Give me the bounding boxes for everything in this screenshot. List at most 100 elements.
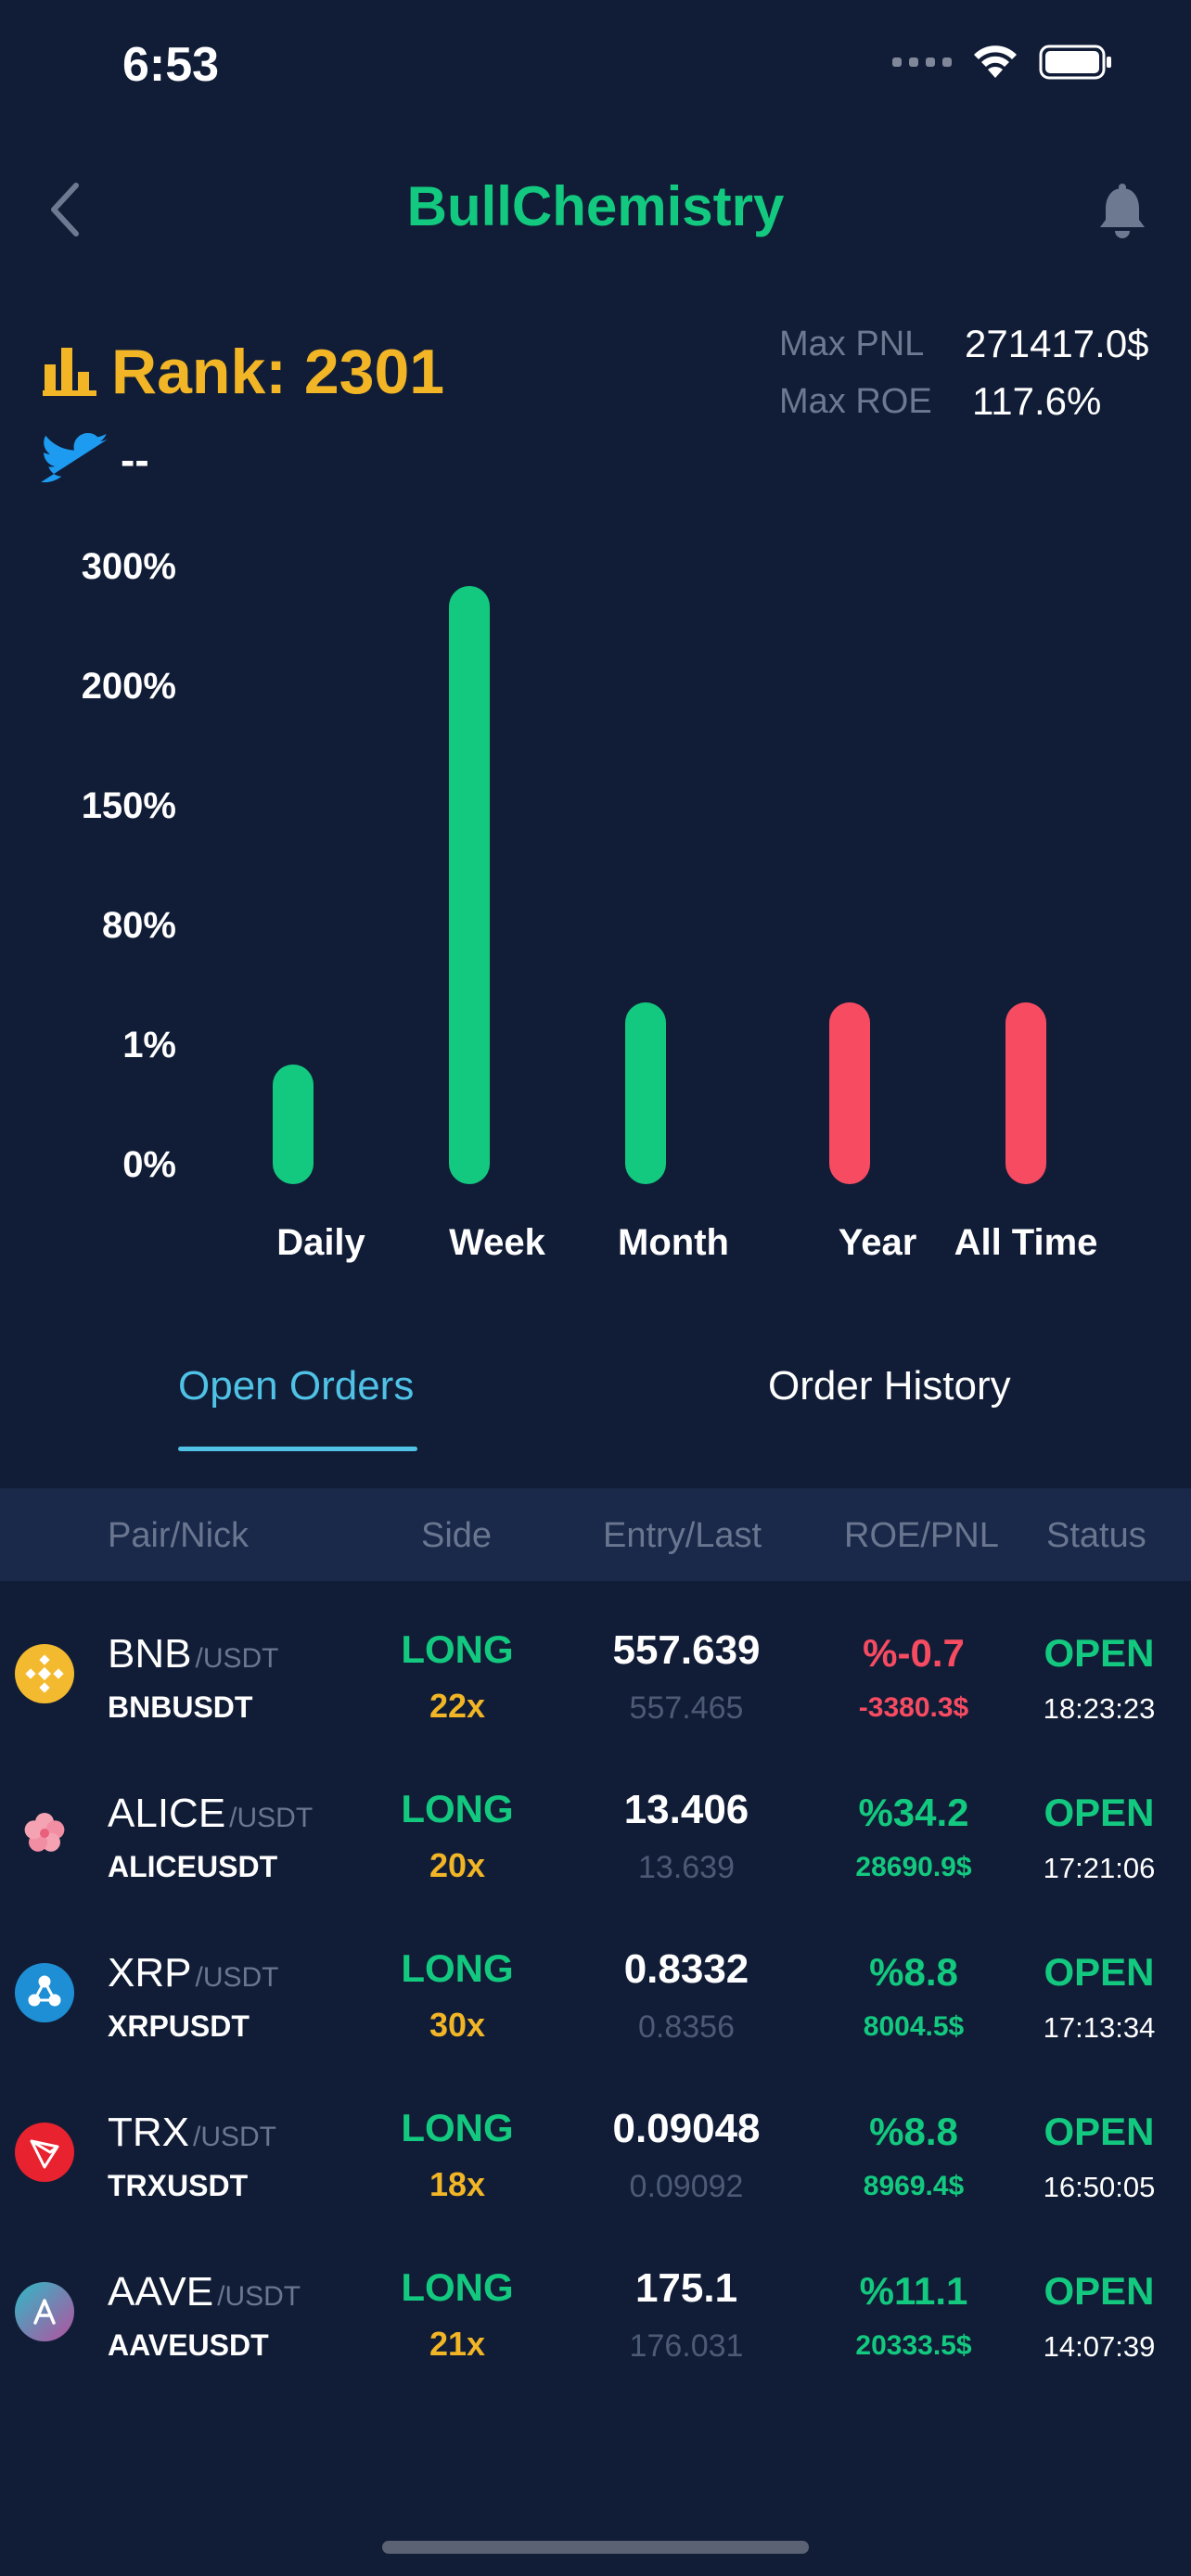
aave-coin-icon — [15, 2282, 74, 2341]
x-tick-label: Daily — [276, 1222, 365, 1263]
nav-bar: BullChemistry — [0, 158, 1191, 260]
header-status: Status — [1046, 1516, 1146, 1555]
last-price: 13.639 — [638, 1850, 735, 1885]
twitter-row[interactable]: -- — [41, 432, 149, 488]
pair-label: XRP /USDT — [108, 1950, 278, 1996]
side-label: LONG — [401, 2265, 514, 2309]
pair-label: TRX /USDT — [108, 2110, 276, 2156]
pair-base: ALICE — [108, 1791, 226, 1836]
table-row[interactable]: AAVE /USDT AAVEUSDT LONG 21x 175.1 176.0… — [0, 2219, 1191, 2378]
max-pnl-value: 271417.0$ — [965, 322, 1149, 365]
chevron-left-icon — [51, 183, 79, 236]
last-price: 0.8356 — [638, 2009, 735, 2045]
leverage-label: 20x — [429, 1846, 486, 1884]
pair-base: BNB — [108, 1631, 192, 1677]
active-tab-indicator — [178, 1447, 417, 1451]
status-bar: 6:53 — [0, 0, 1191, 139]
last-price: 0.09092 — [629, 2169, 744, 2204]
chart-bar-daily — [273, 1065, 314, 1184]
back-button[interactable] — [37, 174, 93, 245]
y-tick-label: 300% — [82, 546, 176, 587]
pair-quote: /USDT — [195, 1962, 279, 1993]
tab-open-orders[interactable]: Open Orders — [178, 1363, 415, 1409]
status-badge: OPEN — [1044, 2269, 1155, 2313]
pair-quote: /USDT — [193, 2122, 276, 2152]
status-badge: OPEN — [1044, 1950, 1155, 1994]
side-label: LONG — [401, 2106, 514, 2149]
wifi-icon — [972, 45, 1018, 80]
last-price: 176.031 — [629, 2328, 744, 2364]
x-tick-label: Year — [839, 1222, 917, 1263]
max-roe-value: 117.6% — [972, 379, 1102, 423]
pair-nick: BNBUSDT — [108, 1690, 253, 1724]
table-row[interactable]: BNB /USDT BNBUSDT LONG 22x 557.639 557.4… — [0, 1581, 1191, 1741]
status-time: 6:53 — [122, 38, 220, 92]
pair-base: TRX — [108, 2110, 189, 2155]
max-roe-label: Max ROE — [779, 381, 932, 421]
pair-nick: TRXUSDT — [108, 2169, 249, 2202]
bell-icon — [1100, 184, 1145, 238]
status-badge: OPEN — [1044, 2110, 1155, 2153]
entry-price: 175.1 — [634, 2265, 738, 2311]
last-price: 557.465 — [629, 1690, 744, 1726]
chart-bar-month — [625, 1002, 666, 1184]
home-indicator[interactable] — [382, 2541, 809, 2554]
bar-chart-icon — [43, 348, 96, 396]
order-time: 16:50:05 — [1043, 2171, 1156, 2203]
leverage-label: 18x — [429, 2165, 486, 2203]
y-tick-label: 200% — [82, 666, 176, 707]
roe-value: %8.8 — [869, 2110, 958, 2153]
chart-bar-year — [829, 1002, 870, 1184]
tab-order-history[interactable]: Order History — [768, 1363, 1011, 1409]
max-pnl-label: Max PNL — [779, 324, 925, 363]
pair-quote: /USDT — [229, 1803, 314, 1833]
leverage-label: 21x — [429, 2325, 486, 2363]
pair-label: BNB /USDT — [108, 1631, 278, 1677]
max-pnl-row: Max PNL 271417.0$ — [779, 315, 1169, 373]
max-roe-row: Max ROE 117.6% — [779, 373, 1169, 430]
x-tick-label: Week — [449, 1222, 546, 1263]
pnl-value: 20333.5$ — [855, 2330, 972, 2361]
performance-chart: 300% 200% 150% 80% 1% 0% Daily Week Month Year All… — [0, 519, 1191, 1280]
roe-value: %11.1 — [859, 2269, 968, 2313]
chart-bar-week — [449, 586, 490, 1184]
header-roe-pnl: ROE/PNL — [844, 1516, 999, 1555]
table-row[interactable]: TRX /USDT TRXUSDT LONG 18x 0.09048 0.090… — [0, 2060, 1191, 2219]
cellular-signal-icon — [892, 57, 952, 67]
page-title: BullChemistry — [406, 175, 785, 237]
order-time: 17:13:34 — [1043, 2011, 1156, 2044]
leverage-label: 22x — [429, 1687, 486, 1725]
pair-quote: /USDT — [195, 1643, 279, 1674]
side-label: LONG — [401, 1946, 514, 1990]
rank-label: Rank: 2301 — [111, 337, 445, 407]
y-tick-label: 1% — [122, 1025, 176, 1065]
roe-value: %34.2 — [858, 1791, 969, 1834]
pair-label: AAVE /USDT — [108, 2269, 301, 2315]
pair-quote: /USDT — [217, 2281, 301, 2312]
status-badge: OPEN — [1044, 1791, 1155, 1834]
twitter-handle: -- — [121, 436, 149, 484]
roe-value: %8.8 — [869, 1950, 958, 1994]
y-tick-label: 80% — [102, 905, 176, 946]
header-side: Side — [421, 1516, 493, 1555]
roe-value: %-0.7 — [863, 1631, 965, 1675]
y-tick-label: 150% — [82, 785, 176, 826]
pair-base: XRP — [108, 1950, 192, 1996]
pair-label: ALICE /USDT — [108, 1791, 313, 1837]
table-row[interactable]: ALICE /USDT ALICEUSDT LONG 20x 13.406 13… — [0, 1741, 1191, 1900]
twitter-icon — [41, 432, 108, 483]
order-time: 14:07:39 — [1043, 2330, 1156, 2363]
table-row[interactable]: XRP /USDT XRPUSDT LONG 30x 0.8332 0.8356… — [0, 1900, 1191, 2060]
performance-chart-svg: 300% 200% 150% 80% 1% 0% Daily Week Month Year All… — [82, 546, 1098, 1263]
entry-price: 0.09048 — [612, 2106, 761, 2151]
pair-base: AAVE — [108, 2269, 214, 2315]
pnl-value: 8969.4$ — [863, 2171, 965, 2201]
x-tick-label: Month — [618, 1222, 729, 1263]
notifications-button[interactable] — [1087, 176, 1158, 247]
pair-nick: AAVEUSDT — [108, 2328, 269, 2362]
entry-price: 0.8332 — [623, 1946, 749, 1992]
pair-nick: XRPUSDT — [108, 2009, 250, 2043]
orders-list: BNB /USDT BNBUSDT LONG 22x 557.639 557.4… — [0, 1581, 1191, 2378]
order-time: 18:23:23 — [1043, 1692, 1156, 1725]
header-entry-last: Entry/Last — [603, 1516, 762, 1555]
